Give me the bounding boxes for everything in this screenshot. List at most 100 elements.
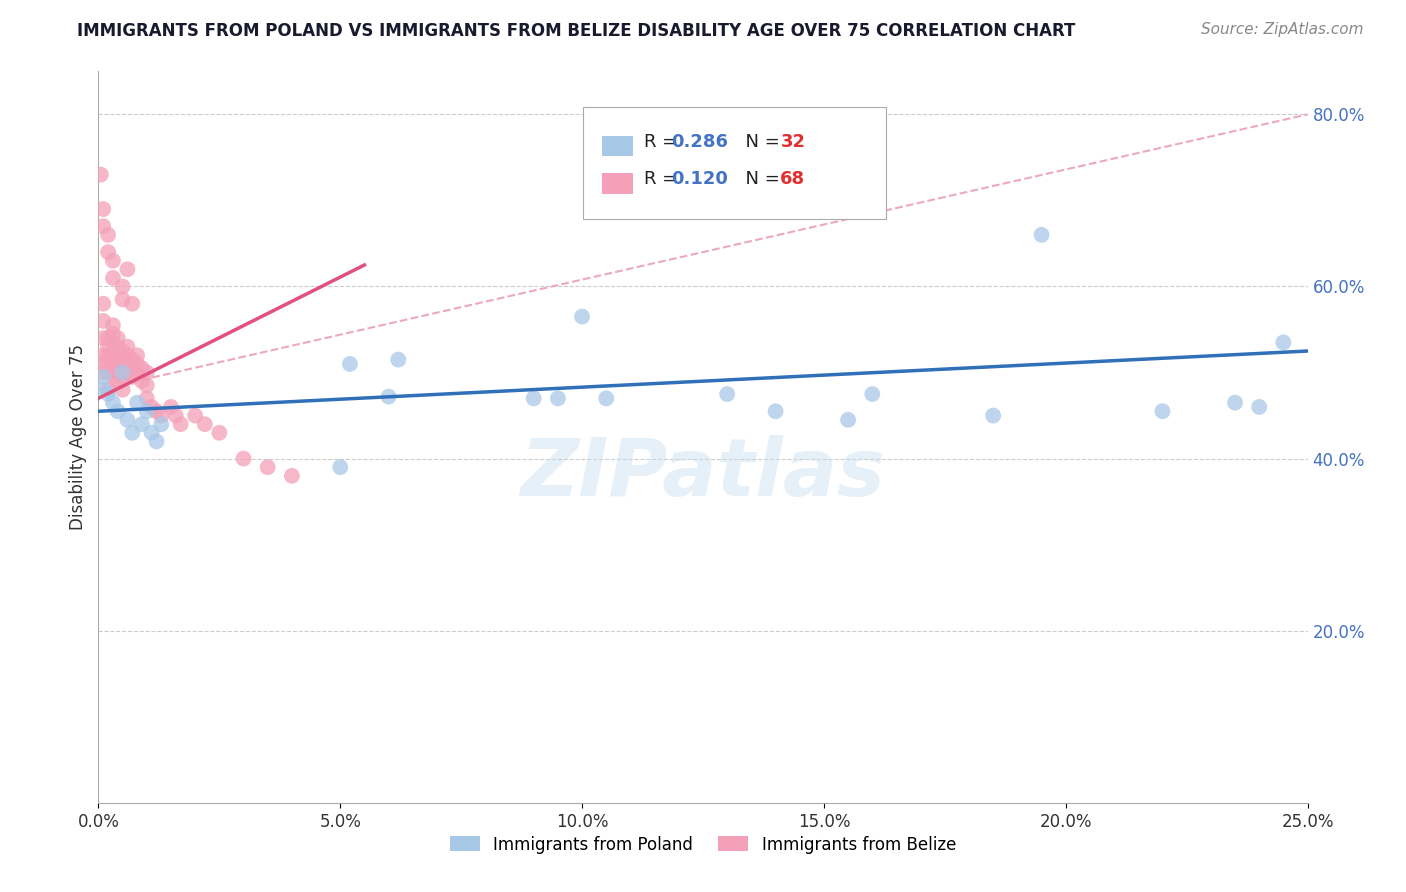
Point <box>141 400 163 414</box>
Point <box>547 392 569 406</box>
Point <box>160 400 183 414</box>
Point <box>127 348 149 362</box>
Point <box>111 361 134 376</box>
Point <box>101 326 124 341</box>
Point <box>91 366 114 380</box>
Point <box>1223 395 1246 409</box>
Text: ZIPatlas: ZIPatlas <box>520 434 886 513</box>
Point <box>135 366 157 380</box>
Point <box>117 366 139 380</box>
Point <box>523 392 546 406</box>
Point <box>127 366 149 380</box>
Point <box>329 460 352 475</box>
Point <box>101 352 124 367</box>
Point <box>981 409 1004 423</box>
Text: R =: R = <box>644 170 683 188</box>
Point <box>107 366 129 380</box>
Point <box>91 314 114 328</box>
Point <box>232 451 254 466</box>
Point <box>127 357 149 371</box>
Point <box>150 409 173 423</box>
Point <box>101 318 124 333</box>
Text: 0.120: 0.120 <box>671 170 727 188</box>
Point <box>107 404 129 418</box>
Point <box>107 374 129 388</box>
Point <box>97 340 120 354</box>
Point <box>184 409 207 423</box>
Point <box>1249 400 1271 414</box>
Point <box>91 296 114 310</box>
Point <box>135 378 157 392</box>
Point <box>101 253 124 268</box>
Point <box>165 409 187 423</box>
Point <box>111 352 134 367</box>
Text: R =: R = <box>644 133 683 151</box>
Point <box>141 425 163 440</box>
Point <box>101 271 124 285</box>
Point <box>127 395 149 409</box>
Text: N =: N = <box>734 133 786 151</box>
Text: 0.286: 0.286 <box>671 133 728 151</box>
Point <box>131 361 153 376</box>
Point <box>91 219 114 234</box>
Point <box>97 366 120 380</box>
Point <box>91 331 114 345</box>
Point <box>111 383 134 397</box>
Point <box>1031 227 1053 242</box>
Point <box>1272 335 1295 350</box>
Point <box>101 335 124 350</box>
Point <box>117 262 139 277</box>
Point <box>377 390 399 404</box>
Point <box>107 357 129 371</box>
Point <box>91 369 114 384</box>
Point <box>860 387 883 401</box>
Point <box>716 387 738 401</box>
Point <box>97 387 120 401</box>
Point <box>107 348 129 362</box>
Point <box>131 417 153 432</box>
Point <box>117 357 139 371</box>
Point <box>121 352 143 367</box>
Point <box>208 425 231 440</box>
Point <box>121 369 143 384</box>
Point <box>765 404 787 418</box>
Point <box>91 357 114 371</box>
Point <box>131 374 153 388</box>
Point <box>837 413 859 427</box>
Point <box>111 279 134 293</box>
Point <box>121 296 143 310</box>
Point <box>281 468 304 483</box>
Point <box>1152 404 1174 418</box>
Point <box>169 417 191 432</box>
Text: N =: N = <box>734 170 786 188</box>
Point <box>595 392 617 406</box>
Point <box>117 340 139 354</box>
Point <box>339 357 361 371</box>
Legend: Immigrants from Poland, Immigrants from Belize: Immigrants from Poland, Immigrants from … <box>443 829 963 860</box>
Point <box>121 425 143 440</box>
Text: 32: 32 <box>780 133 806 151</box>
Point <box>97 331 120 345</box>
Point <box>111 369 134 384</box>
Point <box>121 361 143 376</box>
Point <box>107 331 129 345</box>
Point <box>91 383 114 397</box>
Text: 68: 68 <box>780 170 806 188</box>
Point <box>101 361 124 376</box>
Text: IMMIGRANTS FROM POLAND VS IMMIGRANTS FROM BELIZE DISABILITY AGE OVER 75 CORRELAT: IMMIGRANTS FROM POLAND VS IMMIGRANTS FRO… <box>77 22 1076 40</box>
Point <box>387 352 409 367</box>
Point <box>111 366 134 380</box>
Point <box>117 348 139 362</box>
Y-axis label: Disability Age Over 75: Disability Age Over 75 <box>69 344 87 530</box>
Point <box>117 413 139 427</box>
Point <box>97 227 120 242</box>
Point <box>111 344 134 359</box>
Point <box>135 392 157 406</box>
Point <box>107 340 129 354</box>
Point <box>145 404 167 418</box>
Point <box>91 348 114 362</box>
Point <box>145 434 167 449</box>
Point <box>135 404 157 418</box>
Point <box>97 383 120 397</box>
Point <box>101 344 124 359</box>
